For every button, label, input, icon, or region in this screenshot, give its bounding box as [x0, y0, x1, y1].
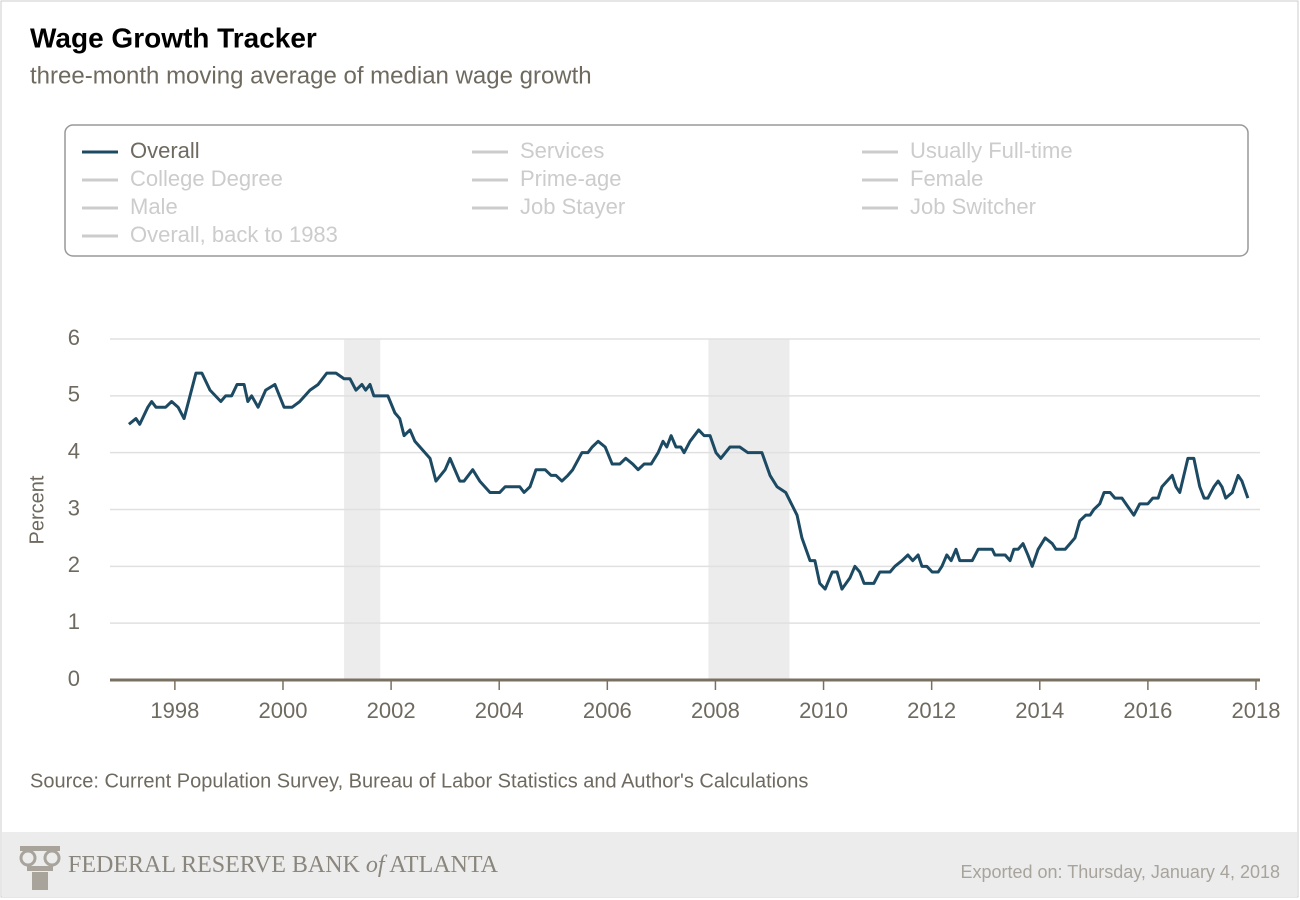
- y-tick-label: 4: [68, 438, 80, 463]
- legend-label: Services: [520, 138, 604, 163]
- export-date: Exported on: Thursday, January 4, 2018: [960, 862, 1280, 882]
- chart-subtitle: three-month moving average of median wag…: [30, 62, 592, 89]
- legend-label: Male: [130, 194, 178, 219]
- legend-label: Job Switcher: [910, 194, 1036, 219]
- legend-label: Usually Full-time: [910, 138, 1073, 163]
- series-line: [127, 371, 1250, 591]
- logo-text: FEDERAL RESERVE BANK of ATLANTA: [68, 852, 499, 878]
- x-tick-label: 1998: [150, 698, 199, 723]
- y-tick-label: 6: [68, 325, 80, 350]
- legend-label: Overall: [130, 138, 200, 163]
- x-tick-label: 2010: [799, 698, 848, 723]
- y-axis-label: Percent: [26, 475, 48, 544]
- legend-box: [64, 124, 1249, 257]
- logo-part: FEDERAL RESERVE BANK: [68, 852, 361, 878]
- y-tick-label: 2: [68, 552, 80, 577]
- legend-label: College Degree: [130, 166, 283, 191]
- x-tick-label: 2014: [1015, 698, 1064, 723]
- footer-band: [2, 832, 1297, 897]
- y-tick-label: 0: [68, 666, 80, 691]
- x-tick-label: 2012: [907, 698, 956, 723]
- x-tick-label: 2006: [583, 698, 632, 723]
- logo-part: ATLANTA: [389, 852, 498, 878]
- x-tick-label: 2000: [259, 698, 308, 723]
- legend-label: Female: [910, 166, 983, 191]
- chart-title: Wage Growth Tracker: [30, 22, 317, 53]
- legend-label: Overall, back to 1983: [130, 222, 338, 247]
- x-tick-label: 2004: [475, 698, 524, 723]
- source: Source: Current Population Survey, Burea…: [30, 770, 808, 792]
- logo-part: of: [366, 852, 388, 878]
- y-tick-label: 1: [68, 609, 80, 634]
- x-tick-label: 2016: [1123, 698, 1172, 723]
- x-tick-label: 2002: [367, 698, 416, 723]
- logo-icon: [19, 846, 61, 890]
- x-tick-label: 2008: [691, 698, 740, 723]
- legend-label: Job Stayer: [520, 194, 625, 219]
- x-tick-label: 2018: [1232, 698, 1281, 723]
- y-tick-label: 5: [68, 382, 80, 407]
- legend-label: Prime-age: [520, 166, 621, 191]
- y-tick-label: 3: [68, 495, 80, 520]
